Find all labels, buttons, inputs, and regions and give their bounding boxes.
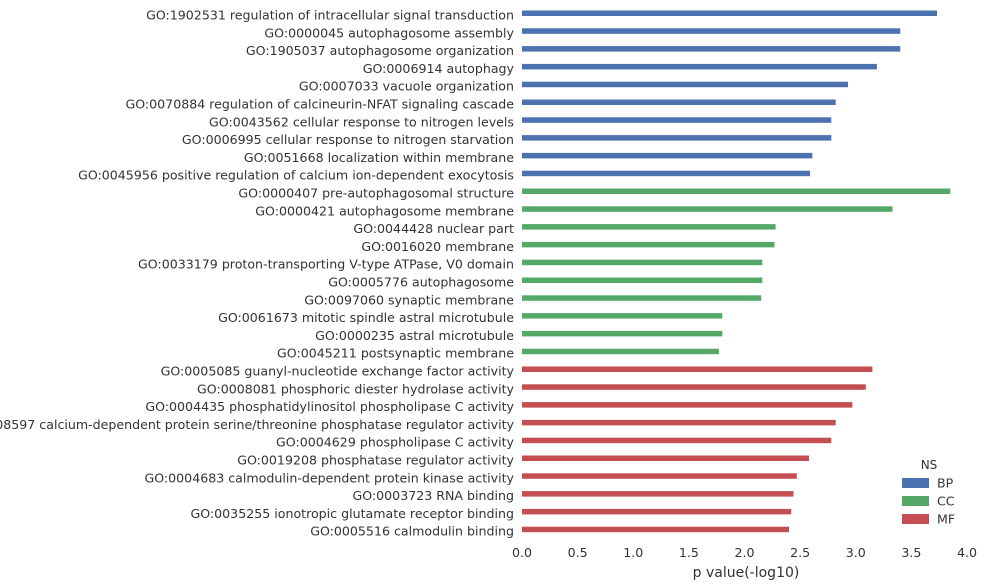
- bar-11: [522, 206, 893, 212]
- bar-0: [522, 10, 937, 16]
- category-label: GO:0019208 phosphatase regulator activit…: [237, 453, 514, 468]
- legend-swatch-mf: [902, 514, 929, 524]
- category-label: GO:1905037 autophagosome organization: [246, 43, 514, 58]
- category-label: GO:0043562 cellular response to nitrogen…: [209, 114, 514, 129]
- category-label: GO:0006995 cellular response to nitrogen…: [182, 132, 514, 147]
- x-tick-label: 0.5: [568, 545, 588, 560]
- legend-label-mf: MF: [937, 512, 955, 527]
- bar-16: [522, 295, 762, 301]
- category-label: GO:0003723 RNA binding: [352, 488, 514, 503]
- category-label: GO:0004683 calmodulin-dependent protein …: [144, 470, 514, 485]
- category-label: GO:0097060 synaptic membrane: [304, 292, 514, 307]
- x-tick-label: 0.0: [512, 545, 532, 560]
- x-axis-label: p value(-log10): [693, 565, 800, 581]
- legend: NS BP CC MF: [902, 458, 955, 527]
- x-tick-label: 2.0: [734, 545, 754, 560]
- category-label: GO:0051668 localization within membrane: [244, 150, 514, 165]
- legend-label-bp: BP: [937, 476, 954, 491]
- bar-28: [522, 508, 792, 515]
- bar-4: [522, 81, 848, 88]
- category-label: GO:0000407 pre-autophagosomal structure: [238, 186, 514, 201]
- x-tick-label: 1.5: [679, 545, 699, 560]
- bar-14: [522, 259, 763, 266]
- bar-1: [522, 28, 901, 34]
- bar-6: [522, 117, 832, 123]
- category-label: GO:1902531 regulation of intracellular s…: [146, 8, 514, 23]
- legend-swatch-bp: [902, 478, 929, 488]
- bar-3: [522, 63, 877, 70]
- bar-15: [522, 277, 763, 283]
- legend-label-cc: CC: [937, 494, 955, 509]
- legend-swatch-cc: [902, 496, 929, 506]
- category-label: GO:0035255 ionotropic glutamate receptor…: [190, 506, 514, 521]
- bar-21: [522, 384, 866, 390]
- x-tick-label: 2.5: [790, 545, 810, 560]
- x-tick-label: 4.0: [957, 545, 977, 560]
- bar-20: [522, 366, 873, 372]
- category-label: GO:0044428 nuclear part: [353, 221, 514, 236]
- category-label: GO:0005516 calmodulin binding: [310, 524, 514, 539]
- category-label: GO:0061673 mitotic spindle astral microt…: [218, 310, 514, 325]
- bar-12: [522, 224, 776, 230]
- bar-9: [522, 170, 811, 177]
- bar-27: [522, 491, 794, 497]
- bar-5: [522, 99, 836, 105]
- category-label: GO:0006914 autophagy: [363, 61, 515, 76]
- bars-group: [522, 10, 951, 533]
- category-label: GO:0000421 autophagosome membrane: [255, 203, 514, 218]
- category-label: GO:0000235 astral microtubule: [315, 328, 514, 343]
- bar-18: [522, 330, 723, 337]
- category-label: GO:0016020 membrane: [361, 239, 514, 254]
- category-label: GO:0033179 proton-transporting V-type AT…: [138, 257, 514, 272]
- x-tick-label: 3.0: [846, 545, 866, 560]
- bar-24: [522, 437, 832, 444]
- bar-23: [522, 419, 836, 426]
- bar-26: [522, 473, 797, 479]
- bar-13: [522, 241, 775, 248]
- bar-17: [522, 313, 723, 319]
- bar-10: [522, 188, 951, 194]
- category-label: GO:0008081 phosphoric diester hydrolase …: [197, 381, 515, 396]
- category-label: GO:0004435 phosphatidylinositol phosphol…: [145, 399, 514, 414]
- category-label: GO:0004629 phospholipase C activity: [276, 435, 514, 450]
- legend-title: NS: [921, 458, 938, 472]
- category-label: GO:0007033 vacuole organization: [299, 79, 514, 94]
- bar-8: [522, 152, 813, 159]
- category-label: GO:0045211 postsynaptic membrane: [277, 346, 514, 361]
- category-label: GO:0000045 autophagosome assembly: [264, 25, 514, 40]
- category-label: GO:0005776 autophagosome: [328, 275, 514, 290]
- bar-2: [522, 46, 901, 52]
- category-label: GO:0045956 positive regulation of calciu…: [78, 168, 514, 183]
- x-axis-ticks: 0.0 0.5 1.0 1.5 2.0 2.5 3.0 3.5 4.0: [512, 545, 977, 560]
- category-label: GO:0005085 guanyl-nucleotide exchange fa…: [161, 364, 515, 379]
- bar-22: [522, 402, 853, 408]
- bar-19: [522, 348, 719, 355]
- bar-25: [522, 455, 809, 461]
- x-tick-label: 3.5: [901, 545, 921, 560]
- x-tick-label: 1.0: [623, 545, 643, 560]
- category-label: GO:0008597 calcium-dependent protein ser…: [0, 417, 515, 432]
- bar-29: [522, 526, 789, 533]
- category-labels: GO:1902531 regulation of intracellular s…: [0, 8, 515, 539]
- bar-7: [522, 135, 832, 141]
- category-label: GO:0070884 regulation of calcineurin-NFA…: [125, 97, 514, 112]
